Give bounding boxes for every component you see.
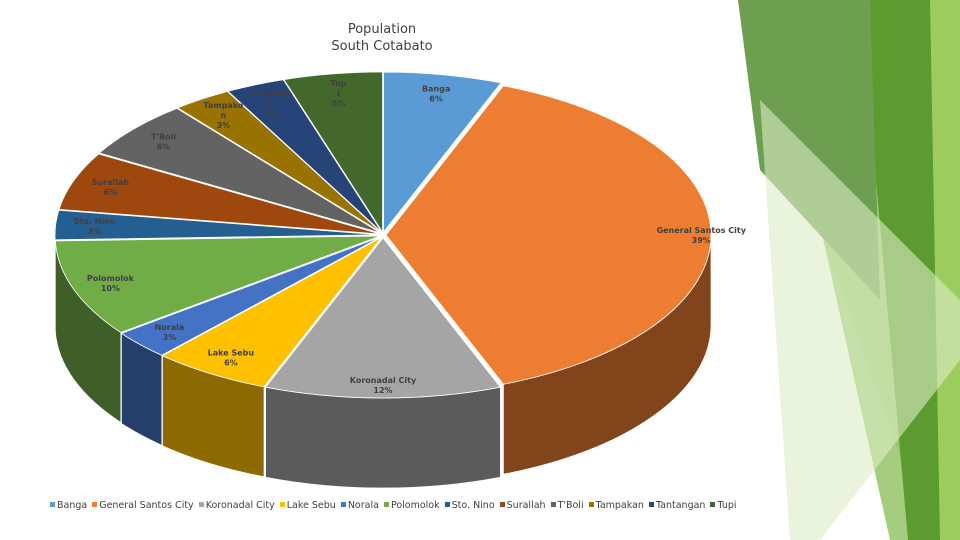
legend-swatch: [92, 502, 98, 507]
legend-item-t-boli: T'Boli: [550, 500, 584, 511]
legend-swatch: [588, 502, 594, 507]
legend-item-lake-sebu: Lake Sebu: [279, 500, 336, 511]
pie-slice-tantangan: [227, 79, 383, 233]
legend-swatch: [198, 502, 204, 507]
legend-item-sto-nino: Sto. Nino: [444, 500, 495, 511]
data-label-lake-sebu: Lake Sebu 6%: [208, 348, 255, 367]
legend-label: Tupi: [717, 500, 737, 511]
data-label-tampakan: Tampako n 3%: [203, 101, 243, 130]
legend-swatch: [710, 502, 716, 507]
pie-slice-tupi: [283, 71, 383, 234]
data-label-polomolok: Polomolok 10%: [87, 274, 135, 293]
pie-slice-surallah: [58, 153, 381, 235]
pie-slice-sto-nino: [54, 209, 381, 241]
legend-label: Sto. Nino: [451, 500, 495, 511]
legend-swatch: [550, 502, 556, 507]
legend-label: Banga: [57, 500, 88, 511]
chart-title-line1: Population: [347, 22, 417, 37]
data-label-tupi: Tup i 5%: [331, 79, 347, 108]
data-label-t-boli: T'Boli 6%: [151, 132, 176, 151]
legend-label: General Santos City: [99, 500, 194, 511]
legend-item-polomolok: Polomolok: [383, 500, 440, 511]
data-label-sto-nino: Sto. Nino 3%: [74, 217, 116, 236]
pie-slice-koronadal-city: [264, 237, 502, 399]
legend-item-general-santos-city: General Santos City: [92, 500, 194, 511]
pie-side-koronadal-city: [265, 386, 501, 489]
pie-top-faces: [54, 71, 712, 399]
legend-label: Lake Sebu: [286, 500, 336, 511]
legend-swatch: [279, 502, 285, 507]
pie-slice-lake-sebu: [161, 237, 382, 388]
legend-label: Surallah: [506, 500, 546, 511]
data-label-surallah: Surallah 6%: [92, 178, 130, 197]
legend-item-koronadal-city: Koronadal City: [198, 500, 275, 511]
data-label-koronadal-city: Koronadal City 12%: [350, 376, 417, 395]
legend-swatch: [50, 502, 55, 507]
legend-label: T'Boli: [557, 500, 584, 511]
legend-item-tampakan: Tampakan: [588, 500, 644, 511]
data-label-banga: Banga 6%: [422, 85, 450, 104]
pie-slice-general-santos-city: [385, 85, 712, 385]
legend-label: Koronadal City: [205, 500, 275, 511]
legend-item-tantangan: Tantangan: [648, 500, 706, 511]
legend-item-banga: Banga: [50, 500, 87, 511]
legend-label: Tampakan: [595, 500, 644, 511]
data-label-general-santos-city: General Santos City 39%: [657, 226, 747, 245]
pie-slice-t-boli: [98, 107, 381, 234]
legend-item-norala: Norala: [340, 500, 379, 511]
pie-slice-norala: [120, 236, 381, 356]
pie-slice-banga: [383, 71, 502, 234]
legend-label: Tantangan: [655, 500, 706, 511]
legend-swatch: [383, 502, 389, 507]
pie-data-labels: Banga 6% General Santos City 39% Koronadal C…: [74, 79, 747, 395]
legend-swatch: [499, 502, 505, 507]
legend-label: Polomolok: [390, 500, 440, 511]
legend-swatch: [444, 502, 450, 507]
legend-item-surallah: Surallah: [499, 500, 546, 511]
data-label-tantangan: Tantanga n 3%: [250, 89, 292, 118]
chart-title-line2: South Cotabato: [331, 39, 433, 54]
legend-label: Norala: [347, 500, 379, 511]
pie-slice-polomolok: [54, 235, 381, 333]
pie-side-walls: [54, 234, 712, 489]
legend-swatch: [648, 502, 654, 507]
data-label-norala: Norala 3%: [155, 323, 185, 342]
chart-legend: Banga General Santos City Koronadal City La…: [50, 500, 742, 511]
pie-slice-tampakan: [176, 91, 382, 233]
legend-item-tupi: Tupi: [710, 500, 737, 511]
legend-swatch: [340, 502, 346, 507]
